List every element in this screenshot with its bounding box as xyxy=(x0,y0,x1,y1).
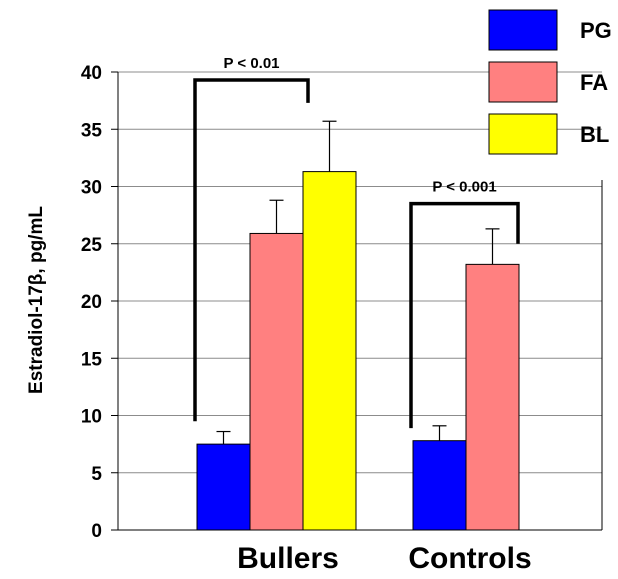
y-tick-label: 40 xyxy=(81,63,102,84)
y-tick-label: 35 xyxy=(81,120,103,141)
bars xyxy=(197,172,519,530)
category-label: Controls xyxy=(408,542,531,575)
y-tick-label: 15 xyxy=(81,349,103,370)
legend: PG FA BL xyxy=(489,10,612,154)
y-tick-label: 0 xyxy=(91,521,102,542)
legend-label: PG xyxy=(580,18,612,43)
legend-label: FA xyxy=(580,70,608,95)
y-tick-label: 5 xyxy=(91,464,102,485)
y-tick-label: 10 xyxy=(81,407,102,428)
y-tick-labels: 0 5 10 15 20 25 30 35 40 xyxy=(81,63,103,542)
bar-pg xyxy=(413,441,466,530)
legend-swatch-fa xyxy=(489,62,557,102)
bar-fa xyxy=(250,233,303,530)
significance-label: P < 0.001 xyxy=(432,179,496,196)
y-tick-label: 20 xyxy=(81,292,102,313)
category-labels: Bullers Controls xyxy=(237,542,532,575)
bar-pg xyxy=(197,444,250,530)
y-tick-label: 30 xyxy=(81,178,102,199)
bar-bl xyxy=(303,172,356,530)
legend-swatch-bl xyxy=(489,114,557,154)
category-label: Bullers xyxy=(237,542,339,575)
y-tick-label: 25 xyxy=(81,235,103,256)
y-axis-label: Estradiol-17β, pg/mL xyxy=(26,206,47,394)
legend-swatch-pg xyxy=(489,10,557,50)
significance-label: P < 0.01 xyxy=(223,55,279,72)
bar-fa xyxy=(466,264,519,530)
legend-label: BL xyxy=(580,122,609,147)
